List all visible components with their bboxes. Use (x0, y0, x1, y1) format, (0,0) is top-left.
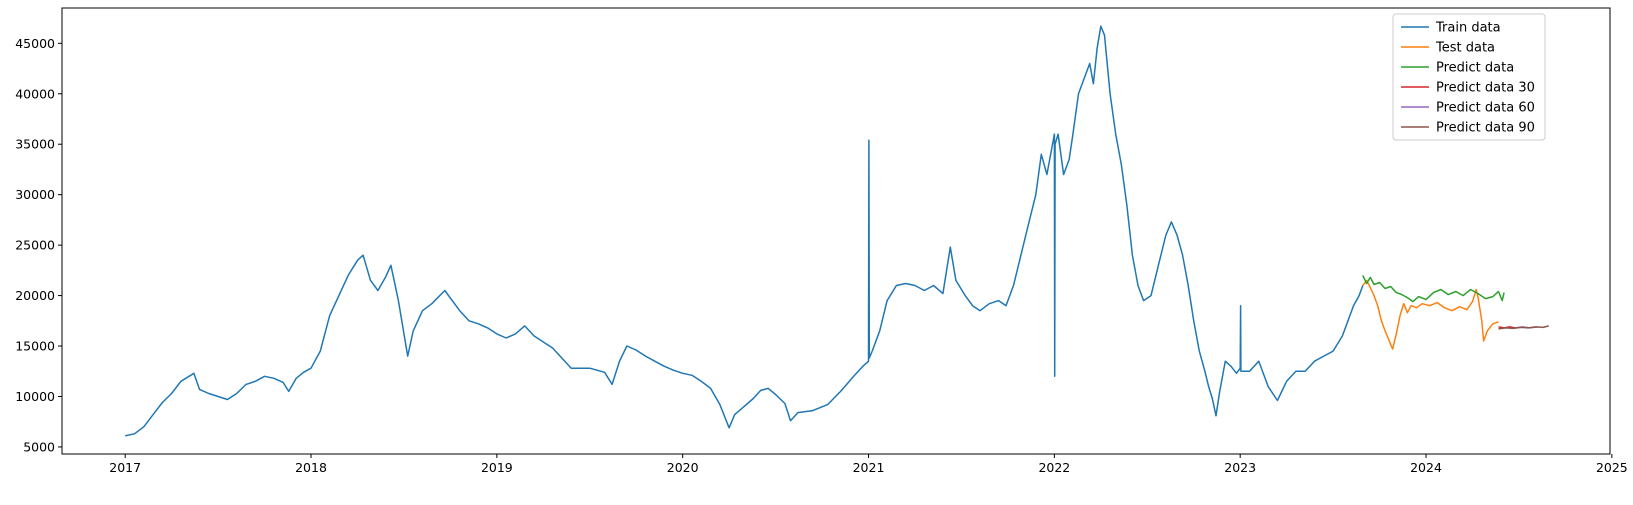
y-tick-label: 10000 (15, 389, 55, 404)
legend-label-5: Predict data 90 (1436, 121, 1535, 136)
x-tick-label: 2017 (109, 460, 141, 475)
legend-label-4: Predict data 60 (1436, 101, 1535, 116)
legend-label-1: Test data (1435, 41, 1495, 56)
x-tick-label: 2024 (1410, 460, 1442, 475)
y-tick-label: 40000 (15, 86, 55, 101)
series-line-1 (1362, 279, 1499, 350)
x-tick-label: 2018 (295, 460, 327, 475)
plot-lines (125, 25, 1549, 437)
y-tick-label: 15000 (15, 339, 55, 354)
x-tick-label: 2023 (1224, 460, 1256, 475)
legend-label-0: Train data (1435, 21, 1501, 36)
x-tick-label: 2019 (481, 460, 513, 475)
x-tick-label: 2025 (1596, 460, 1628, 475)
y-tick-label: 30000 (15, 187, 55, 202)
x-tick-label: 2022 (1038, 460, 1070, 475)
y-tick-label: 25000 (15, 238, 55, 253)
x-tick-label: 2021 (853, 460, 885, 475)
y-axis: 5000 10000 15000 20000 25000 30000 35000 40000 4… (15, 36, 62, 454)
x-axis: 2017 2018 2019 2020 2021 2022 2023 2024 2025 (109, 454, 1628, 475)
series-line-5 (1498, 325, 1549, 330)
legend: Train data Test data Predict data Predict d… (1392, 13, 1546, 141)
legend-box (1392, 13, 1546, 141)
series-line-2 (1362, 275, 1505, 303)
series-line-0 (125, 25, 1364, 437)
legend-label-2: Predict data (1436, 61, 1514, 76)
x-tick-label: 2020 (667, 460, 699, 475)
plot-frame (61, 7, 1611, 455)
y-tick-label: 45000 (15, 36, 55, 51)
y-tick-label: 5000 (23, 439, 55, 454)
y-tick-label: 20000 (15, 288, 55, 303)
y-tick-label: 35000 (15, 137, 55, 152)
legend-label-3: Predict data 30 (1436, 81, 1535, 96)
